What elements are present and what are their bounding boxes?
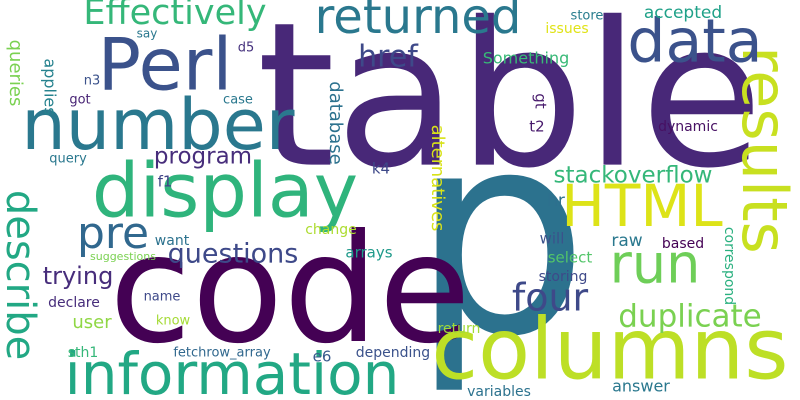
word-applies: applies: [41, 58, 60, 115]
word-store: store: [571, 9, 604, 24]
word-will: will: [540, 230, 565, 248]
word-sth1: sth1: [68, 345, 99, 361]
word-e6: e6: [313, 348, 332, 366]
word-trying: trying: [43, 262, 114, 290]
word-code: code: [109, 203, 471, 377]
word-something: Something: [483, 49, 570, 68]
word-name: name: [144, 290, 181, 305]
word-describe: describe: [0, 190, 43, 360]
word-pre: pre: [77, 208, 149, 259]
word-alternatives: alternatives: [427, 125, 448, 232]
word-effectively: Effectively: [83, 0, 266, 33]
word-t2: t2: [529, 118, 544, 136]
word-issues: issues: [545, 21, 588, 37]
word-four: four: [512, 276, 589, 320]
word-d5: d5: [238, 41, 255, 56]
word-answer: answer: [612, 377, 670, 396]
word-stackoverflow: stackoverflow: [554, 163, 713, 189]
word-number: number: [21, 84, 294, 166]
word-say: say: [137, 27, 158, 41]
word-suggestions: suggestions: [90, 250, 156, 263]
word-display: display: [92, 147, 358, 235]
word-query: query: [49, 152, 87, 167]
word-select: select: [548, 249, 593, 267]
word-arrays: arrays: [345, 244, 392, 262]
word-dynamic: dynamic: [658, 119, 718, 135]
word-k4: k4: [372, 160, 390, 178]
word-based: based: [662, 236, 704, 252]
word-change: change: [305, 222, 357, 238]
word-program: program: [154, 144, 252, 170]
word-accepted: accepted: [644, 3, 722, 23]
word-questions: questions: [168, 239, 299, 270]
word-n3: n3: [84, 74, 101, 89]
word-perl: Perl: [98, 23, 233, 107]
word-table: table: [257, 0, 764, 213]
word-information: information: [65, 340, 400, 400]
word-declare: declare: [48, 295, 100, 311]
word-got: got: [69, 93, 90, 108]
word-know: know: [156, 314, 191, 329]
word-run: run: [610, 233, 701, 296]
word-html: HTML: [561, 172, 722, 240]
word-f1: f1: [158, 173, 173, 191]
word-case: case: [223, 93, 253, 108]
word-gt: gt: [532, 93, 550, 109]
word-want: want: [155, 233, 190, 249]
word-results: results: [728, 46, 800, 254]
word-fetchrow-array: fetchrow_array: [173, 346, 271, 361]
word-storing: storing: [539, 269, 588, 285]
word-duplicate: duplicate: [618, 299, 762, 335]
word-database: database: [325, 81, 346, 164]
word-p: p: [411, 73, 589, 399]
word-correspond: correspond: [721, 227, 737, 305]
word-queries: queries: [5, 40, 26, 107]
word-href: href: [358, 40, 419, 75]
word-user: user: [72, 312, 112, 333]
word-variables: variables: [467, 384, 531, 400]
word-depending: depending: [356, 345, 430, 361]
word-data: data: [627, 7, 762, 77]
word-hr: hr: [547, 191, 565, 211]
word-raw: raw: [611, 231, 642, 251]
word-returned: returned: [315, 0, 522, 45]
word-return: return: [438, 321, 481, 337]
word-columns: columns: [431, 300, 788, 399]
